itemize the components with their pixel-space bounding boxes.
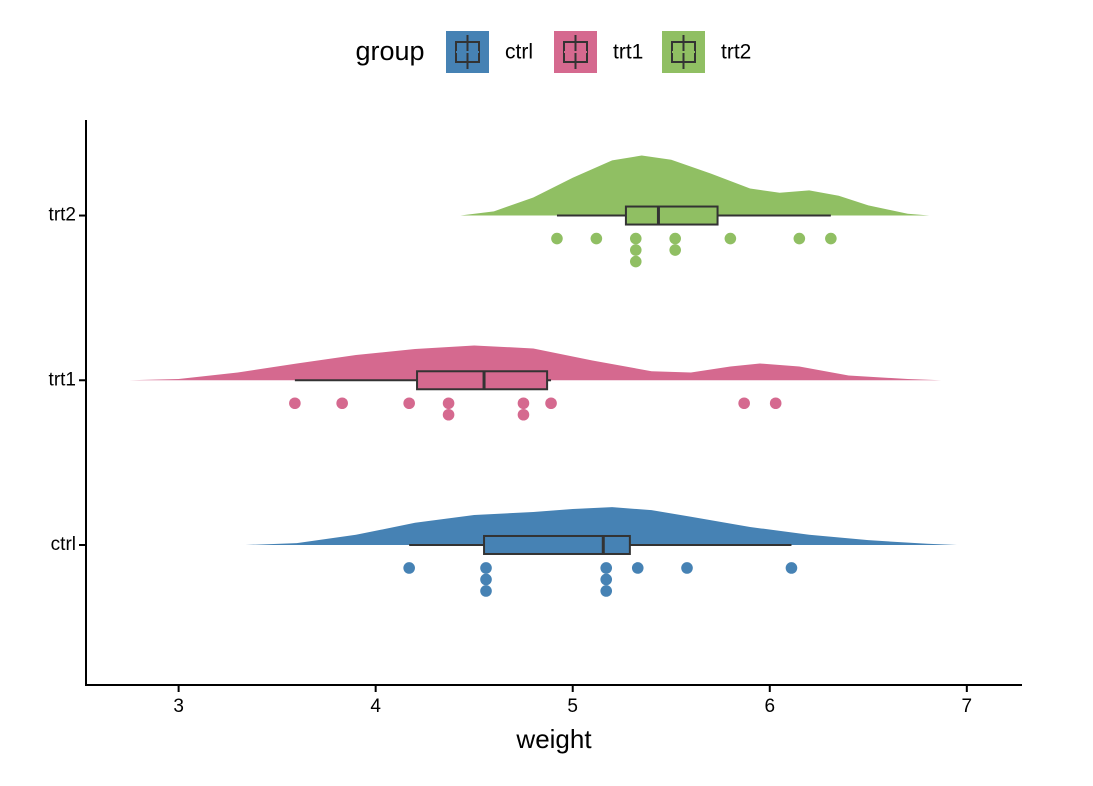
legend-title: group (355, 36, 424, 66)
legend-item: trt1 (554, 31, 643, 73)
dot (785, 562, 798, 574)
x-tick-label: 7 (962, 696, 973, 717)
dot (545, 397, 557, 410)
legend-item: ctrl (446, 31, 533, 73)
x-tick-label: 3 (173, 696, 184, 717)
box (416, 370, 549, 391)
x-tick-label: 5 (567, 696, 578, 717)
dot (480, 562, 492, 574)
dot (600, 573, 613, 586)
x-axis-label: weight (515, 724, 592, 754)
y-tick-label: trt1 (49, 369, 76, 390)
density (129, 345, 942, 381)
dot (442, 397, 455, 410)
legend-item: trt2 (662, 31, 751, 73)
dot (631, 562, 644, 574)
dot (825, 232, 837, 245)
dot (738, 397, 750, 410)
dot (669, 232, 681, 245)
dot (480, 585, 492, 597)
dot (629, 255, 642, 268)
legend-label: trt2 (721, 41, 751, 64)
dot (289, 397, 301, 410)
dot (669, 244, 681, 256)
y-tick-label: ctrl (51, 534, 76, 555)
dot (681, 562, 693, 574)
dot (600, 585, 613, 597)
box (483, 534, 631, 555)
dot (793, 232, 806, 245)
dot (629, 232, 642, 245)
dot (724, 232, 737, 245)
density (245, 507, 957, 545)
density (460, 155, 930, 216)
box (624, 205, 719, 226)
x-tick-label: 6 (764, 696, 775, 717)
dot (442, 408, 455, 421)
dot (517, 397, 530, 410)
dot (769, 397, 782, 410)
dot (551, 232, 563, 245)
dot (403, 397, 415, 410)
legend-label: trt1 (613, 41, 643, 64)
x-tick-label: 4 (370, 696, 381, 717)
dot (480, 573, 492, 586)
dot (600, 562, 613, 574)
dot (336, 397, 348, 410)
dot (517, 408, 530, 421)
dot (403, 562, 415, 574)
y-tick-label: trt2 (49, 205, 76, 226)
dot (590, 232, 603, 245)
legend-label: ctrl (505, 41, 533, 64)
dot (629, 244, 642, 256)
